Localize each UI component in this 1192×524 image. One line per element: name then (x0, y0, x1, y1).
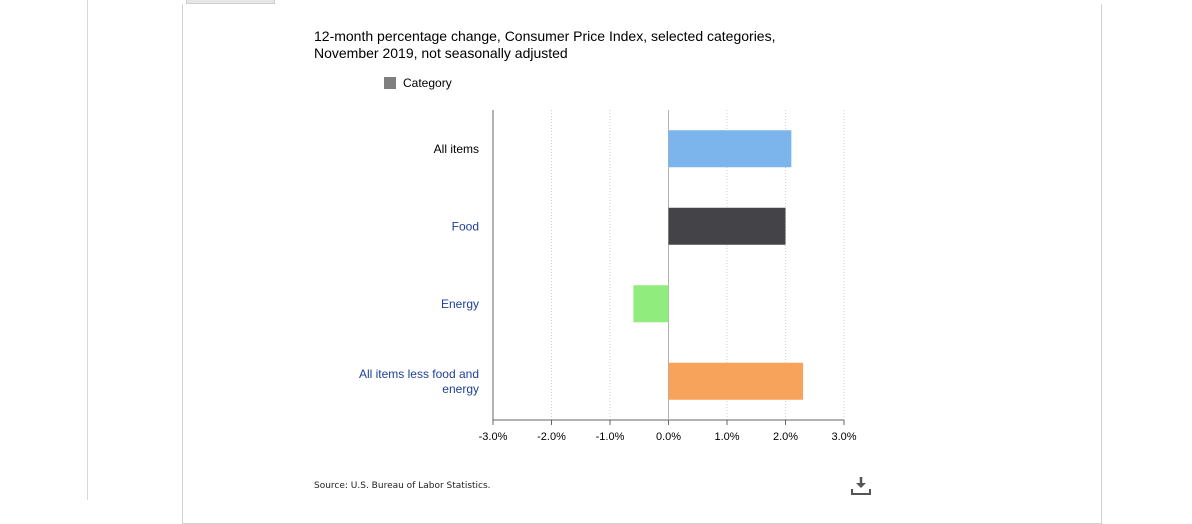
category-label-1: Food (452, 219, 479, 233)
chart-title-line-1: 12-month percentage change, Consumer Pri… (314, 28, 776, 44)
bar-2 (633, 285, 669, 323)
category-label-1-line-0: Food (452, 219, 479, 233)
category-label-3: All items less food and energy (359, 367, 479, 396)
category-label-3-line-1: energy (442, 382, 479, 396)
bar-3 (668, 362, 804, 400)
legend-label: Category (403, 76, 452, 90)
x-tick-label-1: -2.0% (537, 431, 566, 443)
x-tick-label-3: 0.0% (656, 431, 681, 443)
category-label-2: Energy (441, 297, 479, 311)
bar-1 (668, 207, 786, 245)
x-tick-label-0: -3.0% (479, 431, 508, 443)
bar-0 (668, 130, 792, 168)
x-tick-label-4: 1.0% (714, 431, 739, 443)
page-left-rule (87, 0, 88, 500)
legend[interactable]: Category (384, 76, 452, 90)
chart-title: 12-month percentage change, Consumer Pri… (314, 28, 834, 62)
x-tick-label-6: 3.0% (831, 431, 856, 443)
category-label-0: All items (434, 142, 479, 156)
source-note: Source: U.S. Bureau of Labor Statistics. (314, 481, 491, 491)
legend-swatch (384, 77, 396, 89)
download-icon[interactable] (850, 474, 872, 496)
category-label-0-line-0: All items (434, 142, 479, 156)
category-label-3-line-0: All items less food and (359, 367, 479, 381)
x-tick-label-2: -1.0% (596, 431, 625, 443)
category-label-2-line-0: Energy (441, 297, 479, 311)
tab-stub[interactable] (186, 0, 275, 4)
chart-title-line-2: November 2019, not seasonally adjusted (314, 45, 568, 61)
x-tick-label-5: 2.0% (773, 431, 798, 443)
bar-chart: -3.0% -2.0% -1.0% 0.0% 1.0% 2.0% 3.0% All items… (359, 110, 857, 443)
